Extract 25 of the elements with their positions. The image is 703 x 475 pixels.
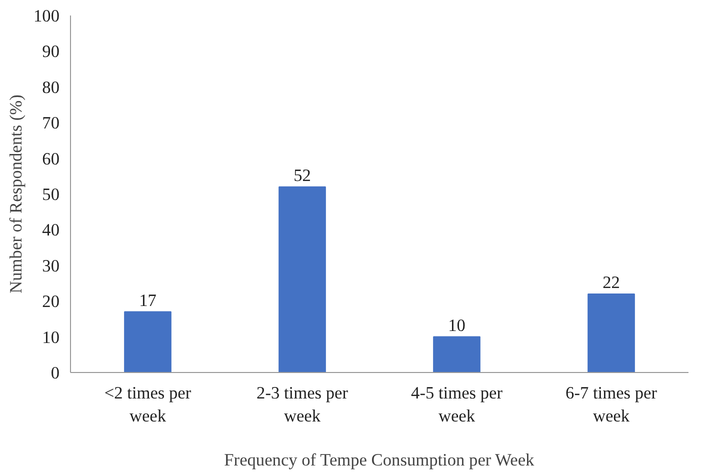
bar: [588, 293, 635, 372]
data-label: 22: [602, 272, 620, 292]
y-tick-label: 30: [42, 256, 60, 276]
y-axis-title: Number of Respondents (%): [6, 94, 26, 294]
data-label: 17: [139, 290, 157, 310]
y-tick-label: 50: [42, 185, 60, 204]
x-axis-title: Frequency of Tempe Consumption per Week: [224, 450, 535, 470]
y-tick-label: 20: [42, 292, 60, 312]
bar: [278, 186, 326, 372]
y-tick-label: 0: [50, 364, 60, 382]
y-tick-label: 40: [42, 220, 60, 240]
bar: [433, 336, 480, 372]
y-tick-label: 100: [34, 6, 60, 26]
bar: [124, 311, 172, 372]
x-tick-label: 4-5 times per week: [411, 384, 503, 426]
x-tick-label: 6-7 times per week: [566, 384, 658, 426]
y-tick-label: 10: [42, 328, 60, 347]
y-tick-label: 60: [42, 149, 60, 168]
y-tick-label: 70: [42, 114, 60, 133]
y-tick-label: 90: [42, 42, 60, 62]
data-label: 52: [294, 166, 311, 185]
x-tick-label: 2-3 times per week: [256, 384, 348, 426]
y-tick-label: 80: [42, 78, 60, 97]
x-tick-label: <2 times per week: [104, 384, 192, 426]
data-label: 10: [448, 316, 466, 335]
